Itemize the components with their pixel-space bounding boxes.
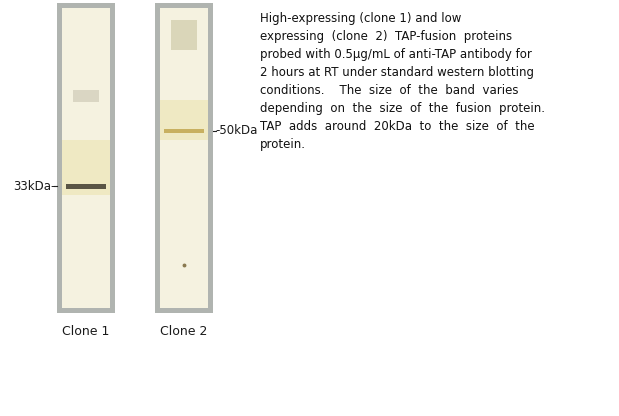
Bar bbox=[57, 3, 115, 313]
Bar bbox=[66, 183, 106, 188]
Bar bbox=[160, 8, 208, 308]
Bar bbox=[163, 129, 204, 133]
Text: High-expressing (clone 1) and low
expressing  (clone  2)  TAP-fusion  proteins
p: High-expressing (clone 1) and low expres… bbox=[260, 12, 545, 151]
Bar bbox=[160, 100, 208, 140]
Text: -50kDa: -50kDa bbox=[215, 124, 258, 138]
Text: 33kDa-: 33kDa- bbox=[14, 179, 56, 193]
Bar bbox=[171, 20, 197, 50]
Bar bbox=[62, 140, 110, 195]
Bar bbox=[62, 8, 110, 308]
Bar bbox=[155, 3, 213, 313]
Bar bbox=[73, 90, 99, 102]
Text: Clone 1: Clone 1 bbox=[63, 325, 110, 338]
Text: Clone 2: Clone 2 bbox=[160, 325, 208, 338]
